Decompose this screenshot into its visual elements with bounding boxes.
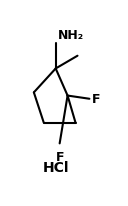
Text: NH₂: NH₂ xyxy=(58,29,84,42)
Text: HCl: HCl xyxy=(42,160,69,174)
Text: F: F xyxy=(55,150,64,163)
Text: F: F xyxy=(91,93,100,106)
